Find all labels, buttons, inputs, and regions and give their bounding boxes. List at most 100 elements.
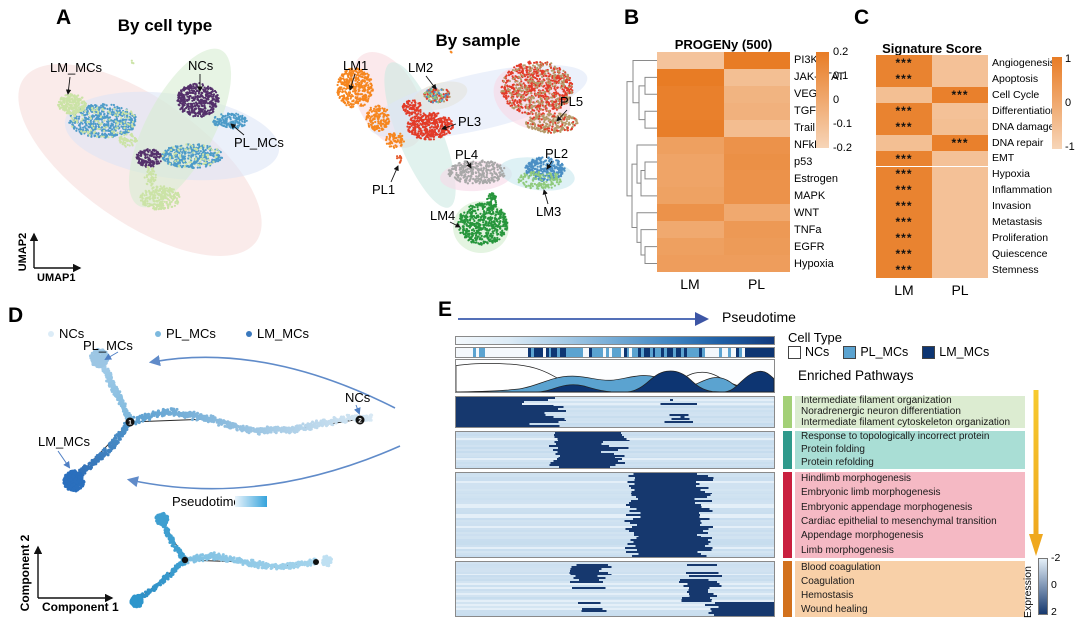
heatmap-cell: ***	[876, 262, 932, 278]
tick: 1	[1065, 53, 1072, 65]
tick: 2	[1051, 606, 1057, 618]
pathway-group-bar	[783, 431, 792, 469]
cluster-label: NCs	[188, 58, 214, 73]
pathway-group-bar	[783, 561, 792, 617]
progeny-title: PROGENy (500)	[674, 37, 773, 52]
component2-axis-label: Component 2	[18, 534, 32, 611]
sample-label: PL1	[372, 182, 395, 197]
pseudotime-arrow	[458, 312, 709, 326]
pathway-label: Intermediate filament organization	[801, 395, 952, 407]
legend-dot	[155, 330, 161, 337]
legend-item-lm-mcs: LM_MCs	[922, 345, 989, 359]
signature-heatmap: *** *** *** *** *** *** *** *** *** *** *** *** *** *…	[876, 55, 988, 278]
pseudotime-label: Pseudotime	[172, 494, 241, 509]
heatmap-row-label: Inflammation	[992, 184, 1053, 197]
heatmap-cell: ***	[932, 134, 988, 151]
pathway-label: Coagulation	[801, 576, 855, 587]
heatmap-row-label: DNA damage	[992, 120, 1055, 133]
legend-item-ncs: NCs	[48, 326, 84, 341]
heatmap-cell	[932, 198, 988, 215]
annotation-arrow	[466, 160, 472, 169]
small-end-node	[313, 559, 319, 565]
heatmap-cell	[657, 170, 724, 188]
celltype-bg-ellipses	[18, 48, 280, 256]
celltype-legend: NCs PL_MCs LM_MCs	[788, 345, 989, 359]
heatmap-cell	[657, 153, 724, 171]
pathway-label: Wound healing	[801, 604, 868, 615]
sample-label: PL3	[458, 114, 481, 129]
heatmap-row-label: p53	[794, 155, 813, 168]
node-label: 1	[128, 420, 132, 427]
pathway-label: Intermediate filament cytoskeleton organ…	[801, 416, 1011, 428]
legend-label: PL_MCs	[166, 326, 216, 341]
celltype-annotations: LM_MCs NCs PL_MCs	[50, 58, 284, 150]
dendrogram	[626, 59, 657, 264]
heatmap-cell	[723, 238, 790, 256]
heatmap-row-label: WNT	[794, 206, 820, 219]
heatmap-cell	[932, 166, 988, 183]
heatmap-row-label: Estrogen	[794, 172, 839, 185]
heatmap-cell: ***	[876, 150, 932, 167]
heatmap-block	[455, 431, 775, 469]
heatmap-cell	[723, 170, 790, 188]
legend-item-pl-mcs: PL_MCs	[155, 326, 216, 341]
significance-stars: ***	[895, 103, 913, 118]
legend-swatch	[843, 345, 857, 359]
significance-stars: ***	[895, 167, 913, 182]
component1-axis-label: Component 1	[42, 600, 119, 614]
heatmap-row-label: Quiescence	[992, 248, 1048, 261]
heatmap-cell	[657, 102, 724, 120]
sample-label: PL5	[560, 94, 583, 109]
heatmap-cell: ***	[876, 246, 932, 263]
celltype-legend-title: Cell Type	[788, 330, 842, 345]
legend-label: NCs	[59, 326, 85, 341]
expression-colorbar-label: Expression	[1022, 566, 1034, 618]
signature-row-labels: Angiogenesis Apoptosis Cell Cycle Different…	[992, 55, 1057, 278]
col-label-pl: PL	[747, 276, 766, 292]
heatmap-row-label: TNFa	[794, 223, 822, 236]
pathway-group: Intermediate filament organization Noradr…	[795, 396, 1025, 428]
heatmap-cell: ***	[876, 198, 932, 215]
small-trajectory-points	[129, 511, 333, 609]
annotation-arrow	[542, 189, 549, 205]
pathway-group-bar	[783, 396, 792, 428]
legend-label: LM_MCs	[257, 326, 310, 341]
heatmap-cell	[723, 102, 790, 120]
annotation-arrow	[390, 165, 399, 183]
col-label-lm: LM	[894, 282, 914, 298]
branch-label: PL_MCs	[83, 338, 133, 353]
heatmap-cell: ***	[876, 118, 932, 135]
progeny-colorbar	[816, 52, 829, 148]
heatmap-row-label: MAPK	[794, 189, 826, 202]
heatmap-row-label: Trail	[794, 122, 815, 135]
significance-stars: ***	[895, 215, 913, 230]
pathway-label: Noradrenergic neuron differentiation	[801, 405, 961, 417]
heatmap-cell	[932, 118, 988, 135]
heatmap-cell: ***	[876, 214, 932, 231]
tick: 0	[1065, 97, 1072, 109]
heatmap-cell	[657, 136, 724, 154]
annotation-arrow	[230, 123, 245, 136]
sample-label: LM2	[408, 60, 433, 75]
legend-label: NCs	[805, 345, 830, 359]
pathway-group: Blood coagulation Coagulation Hemostasis Wo…	[795, 561, 1025, 617]
heatmap-row-label: Hypoxia	[794, 257, 834, 270]
signature-colorbar	[1052, 57, 1062, 149]
heatmap-row-label: Cell Cycle	[992, 88, 1040, 101]
heatmap-block	[455, 472, 775, 558]
heatmap-row-label: Proliferation	[992, 232, 1049, 245]
panel-d-label: D	[8, 304, 24, 327]
heatmap-cell	[723, 204, 790, 222]
expression-colorbar	[1038, 558, 1048, 615]
heatmap-cell	[723, 187, 790, 205]
tick: 0.2	[833, 46, 849, 58]
pathway-label: Appendage morphogenesis	[801, 530, 924, 542]
heatmap-cell	[723, 136, 790, 154]
legend-label: PL_MCs	[860, 345, 909, 359]
sample-label: LM3	[536, 204, 561, 219]
legend-dot	[246, 330, 252, 337]
annotation-arrow	[104, 351, 119, 361]
signature-title: Signature Score	[882, 41, 982, 56]
pathway-label: Response to topologically incorrect prot…	[801, 431, 990, 443]
annotation-arrow	[441, 123, 457, 131]
